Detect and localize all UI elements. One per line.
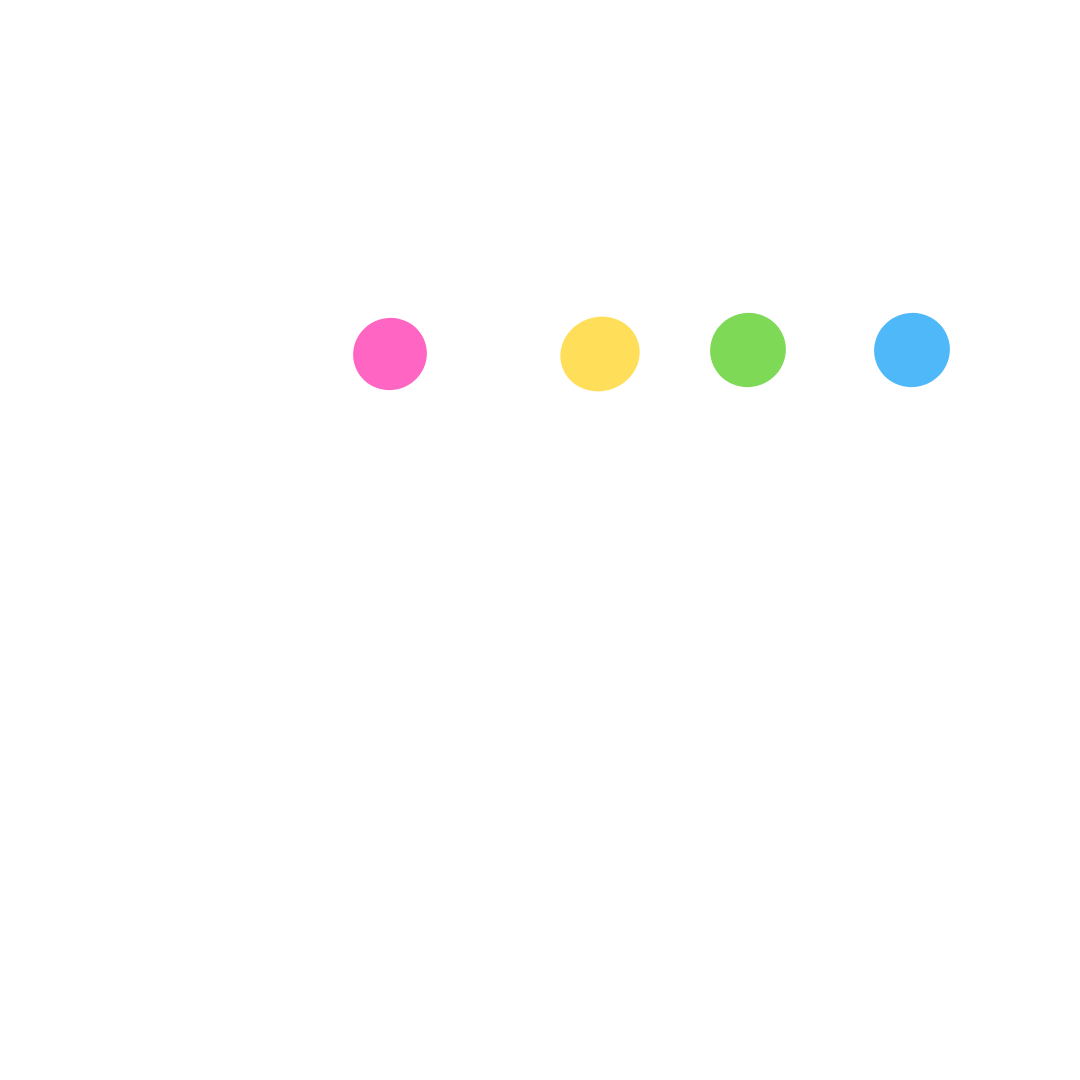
yellow-dot bbox=[560, 316, 640, 392]
pink-dot bbox=[353, 317, 427, 391]
blue-dot bbox=[874, 312, 950, 388]
green-dot bbox=[710, 312, 786, 388]
